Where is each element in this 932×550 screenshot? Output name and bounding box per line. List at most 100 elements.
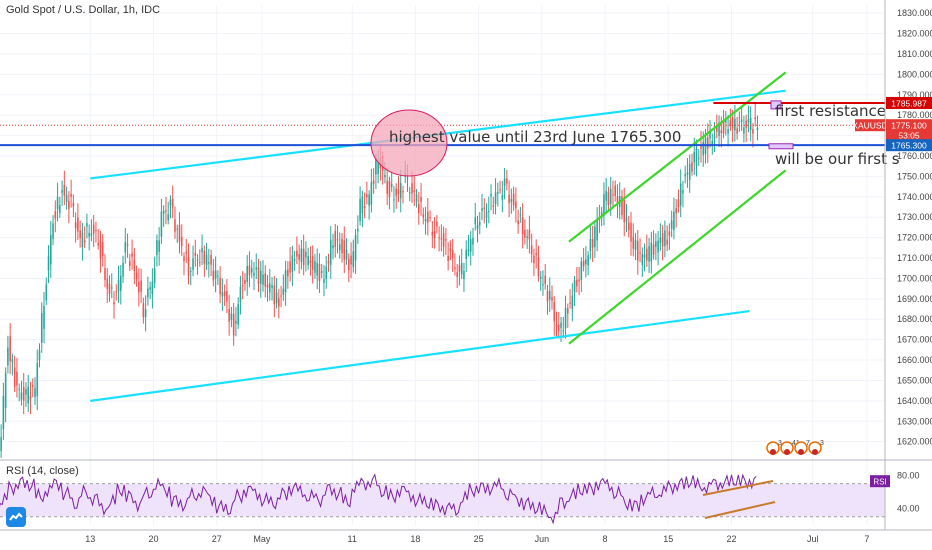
candle-body [149, 287, 151, 290]
candle-body [235, 320, 237, 324]
candle-body [16, 371, 18, 386]
candle-body [499, 189, 501, 191]
candle-body [530, 245, 533, 255]
candle-body [402, 191, 404, 193]
candle-body [54, 211, 57, 219]
candle-body [327, 260, 330, 264]
candle-body [363, 206, 366, 208]
candle-body [408, 192, 411, 194]
time-tick-label: May [253, 534, 271, 544]
time-tick-label: 13 [85, 534, 95, 544]
candle-body [336, 239, 339, 241]
time-tick-label: 22 [726, 534, 736, 544]
candle-body [603, 194, 605, 216]
candle-body [307, 256, 309, 266]
candle-body [278, 298, 280, 307]
candle-body [320, 271, 323, 274]
time-tick-label: 8 [603, 534, 608, 544]
candle-body [169, 199, 172, 206]
price-label-text: 1765.300 [891, 141, 927, 151]
candle-body [133, 259, 136, 272]
candle-body [375, 158, 377, 175]
time-tick-label: Jul [807, 534, 819, 544]
candle-body [460, 262, 463, 275]
candle-body [38, 350, 41, 360]
candle-body [366, 194, 368, 198]
candle-body [537, 257, 540, 277]
candle-body [684, 174, 686, 177]
candle-body [165, 210, 167, 212]
candle-body [713, 136, 716, 139]
candle-body [736, 128, 738, 134]
candle-body [68, 200, 70, 210]
resistance-marker-box [770, 100, 782, 110]
candle-body [203, 250, 206, 264]
candle-body [614, 185, 617, 196]
candle-body [562, 330, 565, 332]
candle-body [709, 130, 711, 139]
candle-body [648, 246, 650, 262]
candle-body [142, 303, 145, 318]
candle-body [237, 304, 239, 325]
tradingview-logo[interactable] [6, 507, 26, 527]
candle-body [463, 270, 465, 279]
candle-body [354, 234, 357, 261]
candle-body [138, 282, 140, 293]
candle-body [268, 283, 271, 293]
candle-body [153, 268, 156, 283]
candle-body [476, 225, 479, 229]
candle-body [399, 183, 402, 199]
candle-body [325, 266, 328, 280]
candle-body [22, 387, 25, 401]
candle-body [429, 217, 431, 219]
price-tick-label: 1640.000 [897, 396, 932, 406]
event-marker: 3 [808, 440, 824, 455]
candle-body [711, 140, 714, 147]
candle-body [147, 288, 149, 298]
candle-body [293, 259, 296, 261]
candle-body [433, 230, 436, 239]
event-markers[interactable]: 3 41 7 3 [766, 440, 824, 455]
candle-body [323, 279, 325, 284]
candle-body [289, 261, 291, 273]
candle-body [576, 279, 578, 287]
price-tick-label: 1710.000 [897, 253, 932, 263]
candle-body [95, 229, 97, 231]
price-label-badge [855, 119, 885, 132]
event-marker: 41 [780, 440, 800, 455]
price-tick-label: 1760.000 [897, 151, 932, 161]
candle-body [59, 205, 61, 213]
candle-body [650, 242, 653, 262]
candle-body [641, 254, 644, 265]
candle-body [178, 224, 181, 242]
rsi-tick-label: 40.00 [897, 503, 920, 513]
candle-body [695, 148, 698, 166]
candle-body [20, 392, 23, 400]
candle-body [70, 194, 72, 197]
price-tick-label: 1680.000 [897, 314, 932, 324]
trendline [90, 309, 750, 402]
candle-body [350, 255, 352, 265]
candle-body [72, 202, 75, 207]
candle-body [194, 252, 197, 256]
candle-body [436, 221, 438, 227]
candle-body [478, 221, 481, 226]
event-marker-count: 41 [792, 440, 800, 447]
candle-body [738, 117, 741, 119]
candle-body [609, 188, 612, 205]
candle-body [113, 301, 115, 305]
price-tick-label: 1740.000 [897, 192, 932, 202]
candle-body [117, 279, 120, 291]
candle-body [368, 194, 370, 206]
price-label-text: XAUUSD [852, 121, 887, 131]
candle-body [0, 436, 2, 452]
rsi-pane [0, 473, 885, 525]
candle-body [589, 238, 592, 252]
candle-body [521, 217, 524, 235]
candle-body [596, 219, 598, 241]
candle-body [61, 190, 63, 193]
candle-body [506, 178, 508, 184]
candle-body [241, 285, 244, 287]
